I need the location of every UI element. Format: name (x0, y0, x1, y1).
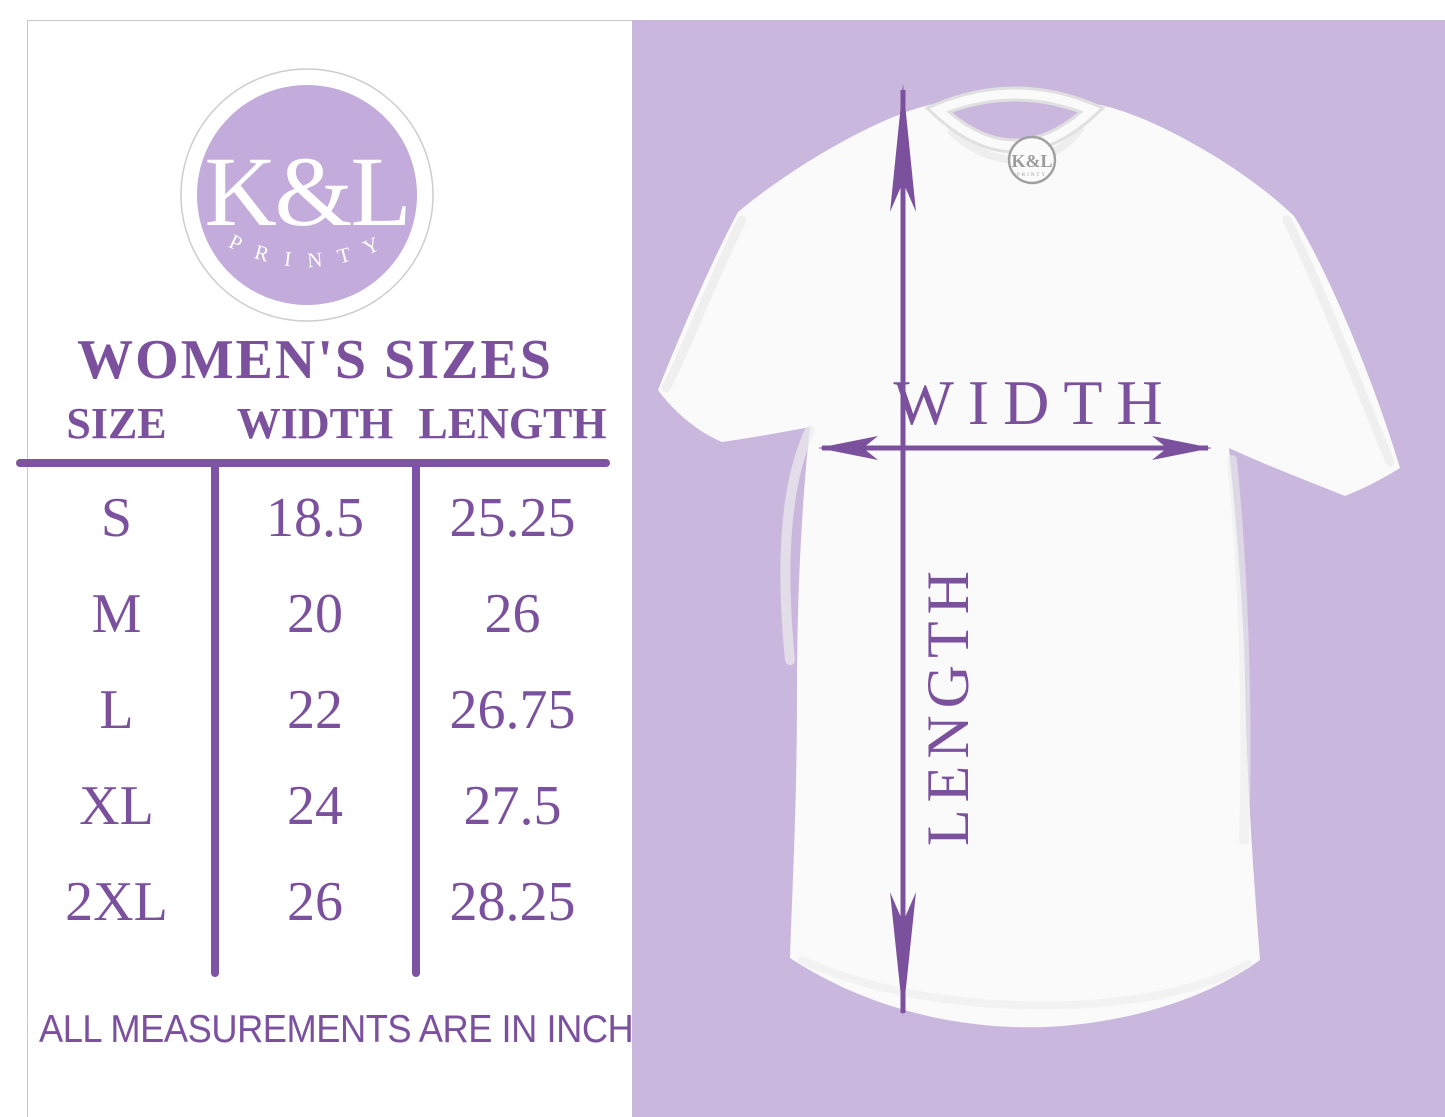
cell-width: 26 (287, 871, 343, 933)
logo-main-text: K&L (204, 136, 409, 247)
neck-label: K&L PRINTY (1007, 135, 1057, 185)
column-header-width: WIDTH (236, 399, 394, 448)
width-arrow-shaft (822, 445, 1208, 451)
size-chart-title: WOMEN'S SIZES (77, 329, 553, 391)
cell-size: L (99, 679, 134, 741)
length-arrow-head-bottom (890, 892, 916, 1016)
table-row: XL 24 27.5 (18, 778, 610, 834)
panel-border-top (27, 20, 632, 21)
cell-width: 20 (287, 583, 343, 645)
brand-logo-svg: K&L P R I N T Y (180, 68, 434, 322)
table-row: S 18.5 25.25 (18, 490, 610, 546)
logo-circle (197, 85, 417, 305)
length-arrow-shaft (900, 90, 906, 1013)
width-arrow-head-right (1152, 436, 1212, 460)
length-label: LENGTH (915, 564, 981, 846)
neck-label-sub-text: PRINTY (1017, 173, 1047, 178)
cell-length: 25.25 (449, 487, 576, 549)
panel-border-left (27, 20, 28, 1117)
cell-length: 26.75 (449, 679, 576, 741)
table-row: M 20 26 (18, 586, 610, 642)
cell-length: 28.25 (449, 871, 576, 933)
cell-size: M (91, 583, 142, 645)
cell-width: 18.5 (266, 487, 364, 549)
cell-size: 2XL (65, 871, 168, 933)
cell-width: 24 (287, 775, 343, 837)
cell-length: 27.5 (463, 775, 562, 837)
tshirt-shape (658, 96, 1400, 1028)
table-top-rule (16, 459, 610, 467)
length-arrow (890, 84, 916, 1016)
measurement-note: ALL MEASUREMENTS ARE IN INCHES (39, 1008, 681, 1051)
cell-size: XL (79, 775, 154, 837)
width-arrow-head-left (818, 436, 878, 460)
tshirt-measurement-diagram: K&L PRINTY WIDTH LENGTH (658, 84, 1400, 1028)
neck-label-main-text: K&L (1011, 151, 1052, 171)
column-header-length: LENGTH (418, 399, 607, 448)
collar-band (929, 89, 1101, 151)
brand-logo: K&L P R I N T Y (177, 65, 437, 325)
table-divider-left (211, 463, 219, 977)
table-row: 2XL 26 28.25 (18, 874, 610, 930)
lavender-panel: K&L PRINTY WIDTH LENGTH (632, 20, 1445, 1117)
cell-width: 22 (287, 679, 343, 741)
cell-length: 26 (484, 583, 541, 645)
neck-label-circle (1007, 135, 1057, 185)
column-header-size: SIZE (66, 399, 167, 448)
table-divider-right (412, 463, 420, 977)
width-arrow (818, 436, 1212, 460)
width-label: WIDTH (893, 367, 1176, 438)
table-row: L 22 26.75 (18, 682, 610, 738)
size-table-header: SIZE WIDTH LENGTH (18, 398, 610, 449)
length-arrow-head-top (890, 84, 916, 212)
cell-size: S (100, 487, 133, 549)
